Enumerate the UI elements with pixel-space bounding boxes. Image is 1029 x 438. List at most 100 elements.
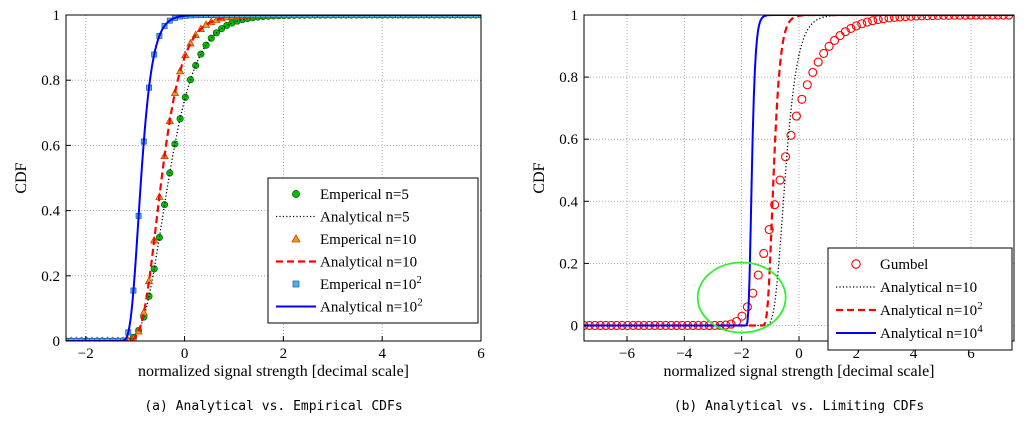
data-point bbox=[884, 15, 894, 23]
data-point bbox=[737, 311, 747, 321]
data-point bbox=[879, 15, 889, 24]
data-point bbox=[780, 152, 791, 162]
data-point bbox=[462, 15, 469, 18]
data-point bbox=[835, 31, 845, 41]
data-point bbox=[441, 15, 448, 18]
data-point bbox=[895, 15, 905, 22]
data-point bbox=[317, 15, 324, 18]
y-tick-label: 1 bbox=[53, 8, 61, 24]
data-point bbox=[868, 16, 878, 26]
x-tick-label: 4 bbox=[910, 346, 918, 362]
x-tick-label: −2 bbox=[734, 346, 750, 362]
y-tick-label: 0.2 bbox=[559, 256, 578, 272]
chart-b-xlabel: normalized signal strength [decimal scal… bbox=[663, 363, 934, 380]
series-line bbox=[584, 15, 1014, 327]
chart-b: −6 −4 −2 0 2 4 600.20.40.60.81 normalized sign… bbox=[531, 8, 1015, 414]
data-point bbox=[171, 140, 179, 148]
legend-entry: Emperical n=5 bbox=[292, 187, 409, 203]
chart-a-xlabel: normalized signal strength [decimal scal… bbox=[138, 363, 409, 380]
legend-label: Analytical n=102 bbox=[880, 300, 983, 319]
highlight-ellipse bbox=[696, 261, 787, 334]
data-point bbox=[400, 15, 407, 18]
data-point bbox=[726, 319, 736, 329]
data-point bbox=[452, 15, 459, 18]
data-point bbox=[467, 15, 474, 18]
data-point bbox=[759, 248, 769, 259]
legend-label: Emperical n=102 bbox=[320, 274, 422, 293]
legend-label: Gumbel bbox=[880, 257, 928, 273]
data-point bbox=[802, 80, 812, 90]
data-point bbox=[353, 15, 360, 18]
y-tick-label: 0.6 bbox=[559, 132, 578, 148]
legend-label: Analytical n=10 bbox=[880, 280, 977, 296]
legend-label-exponent: 2 bbox=[416, 274, 422, 286]
data-point bbox=[410, 15, 417, 18]
data-point bbox=[775, 175, 785, 185]
chart-b-caption: (b) Analytical vs. Limiting CDFs bbox=[674, 399, 924, 414]
x-tick-label: 6 bbox=[477, 346, 485, 362]
data-point bbox=[889, 15, 900, 22]
data-point bbox=[192, 61, 200, 70]
data-point bbox=[306, 15, 313, 18]
data-point bbox=[824, 41, 834, 51]
y-tick-label: 0.8 bbox=[559, 70, 578, 86]
legend-label: Analytical n=10 bbox=[320, 255, 417, 271]
data-point bbox=[150, 265, 158, 273]
data-point bbox=[379, 15, 386, 18]
data-point bbox=[415, 15, 422, 18]
legend-marker bbox=[292, 280, 300, 288]
y-tick-label: 0.6 bbox=[41, 138, 60, 154]
legend-marker bbox=[291, 233, 301, 243]
data-point bbox=[374, 15, 381, 18]
chart-a-frame bbox=[65, 14, 482, 342]
data-point bbox=[161, 201, 169, 209]
data-point bbox=[384, 15, 391, 18]
legend-entry: Analytical n=104 bbox=[836, 323, 983, 342]
legend-label-exponent: 4 bbox=[977, 323, 983, 335]
legend-label: Analytical n=102 bbox=[320, 297, 423, 316]
data-point bbox=[846, 23, 856, 34]
data-point bbox=[348, 15, 355, 18]
data-point bbox=[395, 15, 401, 18]
data-point bbox=[813, 57, 823, 67]
legend-entry: Analytical n=102 bbox=[836, 300, 983, 319]
chart-b-ticks: −6 −4 −2 0 2 4 6 0 0.2 0.4 0.6 0.8 1 bbox=[559, 8, 975, 362]
y-tick-label: 0 bbox=[53, 334, 61, 350]
data-point bbox=[786, 130, 796, 140]
legend-entry: Analytical n=5 bbox=[276, 210, 410, 226]
data-point bbox=[742, 302, 752, 312]
legend-entry: Gumbel bbox=[851, 257, 928, 273]
y-tick-label: 0 bbox=[571, 318, 579, 334]
chart-a-ticks: −2 0 2 4 6 0 0.2 0.4 0.6 0.8 1 bbox=[41, 8, 485, 362]
y-tick-label: 0.4 bbox=[41, 204, 60, 220]
x-tick-label: 2 bbox=[853, 346, 861, 362]
data-point bbox=[322, 15, 329, 18]
legend-entry: Analytical n=10 bbox=[836, 280, 977, 296]
data-point bbox=[312, 15, 318, 18]
data-point bbox=[900, 15, 910, 22]
data-point bbox=[753, 270, 763, 280]
x-tick-label: 4 bbox=[378, 346, 386, 362]
data-point bbox=[186, 38, 195, 47]
data-point bbox=[369, 15, 376, 18]
data-point bbox=[819, 48, 829, 58]
chart-a: −2 0 2 4 6 0 0.2 0.4 0.6 0.8 1 normalized signal s… bbox=[13, 8, 485, 414]
legend-box bbox=[267, 177, 479, 324]
series-4 bbox=[584, 15, 1014, 327]
x-tick-label: −2 bbox=[78, 346, 94, 362]
chart-b-grid bbox=[584, 14, 1014, 341]
data-point bbox=[405, 15, 412, 18]
data-point bbox=[363, 15, 370, 18]
legend-label: Emperical n=10 bbox=[320, 232, 416, 248]
legend-marker bbox=[851, 259, 861, 269]
legend-entry: Analytical n=102 bbox=[276, 297, 423, 316]
legend-label-exponent: 2 bbox=[977, 300, 983, 312]
chart-a-caption: (a) Analytical vs. Empirical CDFs bbox=[144, 399, 402, 414]
data-point bbox=[829, 35, 840, 45]
data-point bbox=[851, 21, 861, 31]
data-point bbox=[332, 15, 339, 18]
data-point bbox=[797, 94, 807, 104]
data-point bbox=[155, 233, 163, 242]
data-point bbox=[389, 15, 396, 18]
y-tick-label: 1 bbox=[571, 8, 579, 24]
